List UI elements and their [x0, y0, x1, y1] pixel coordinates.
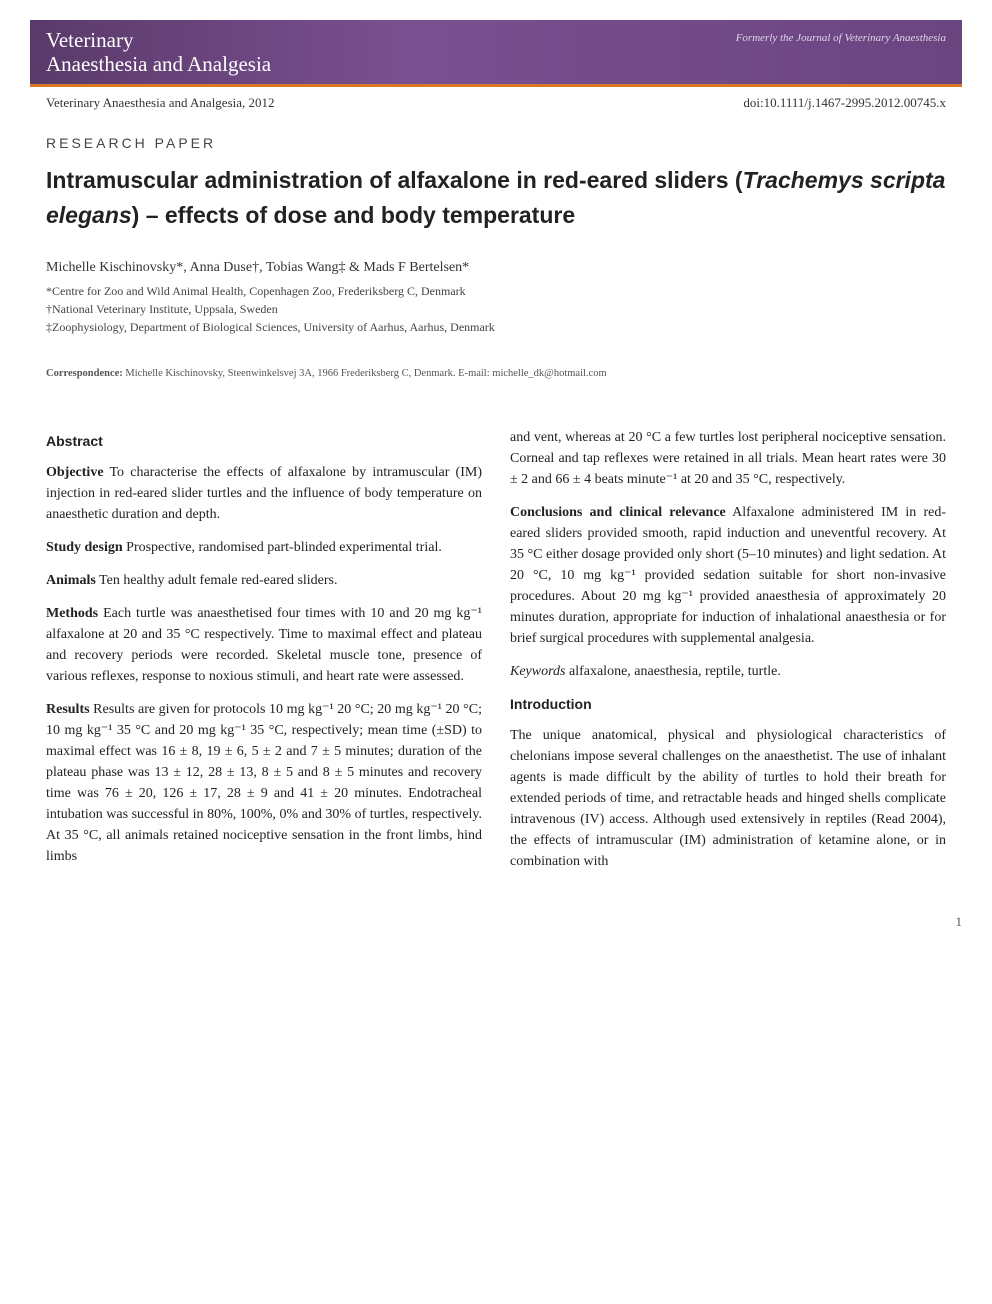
- abstract-conclusions: Conclusions and clinical relevance Alfax…: [510, 502, 946, 649]
- article-title: Intramuscular administration of alfaxalo…: [30, 163, 962, 232]
- methods-text: Each turtle was anaesthetised four times…: [46, 606, 482, 684]
- objective-lead: Objective: [46, 465, 104, 480]
- animals-lead: Animals: [46, 573, 96, 588]
- citation-line: Veterinary Anaesthesia and Analgesia, 20…: [30, 87, 962, 135]
- abstract-animals: Animals Ten healthy adult female red-ear…: [46, 570, 482, 591]
- abstract-objective: Objective To characterise the effects of…: [46, 462, 482, 525]
- keywords-line: Keywords alfaxalone, anaesthesia, reptil…: [510, 661, 946, 682]
- affiliations: *Centre for Zoo and Wild Animal Health, …: [30, 282, 962, 336]
- animals-text: Ten healthy adult female red-eared slide…: [96, 573, 338, 588]
- design-lead: Study design: [46, 540, 123, 555]
- article-body: Abstract Objective To characterise the e…: [30, 427, 962, 882]
- introduction-heading: Introduction: [510, 694, 946, 715]
- journal-name: Veterinary Anaesthesia and Analgesia: [46, 28, 271, 76]
- author-list: Michelle Kischinovsky*, Anna Duse†, Tobi…: [30, 260, 962, 276]
- abstract-results-continued: and vent, whereas at 20 °C a few turtles…: [510, 427, 946, 490]
- keywords-label: Keywords: [510, 664, 565, 679]
- research-type-label: RESEARCH PAPER: [30, 135, 962, 151]
- conclusions-lead: Conclusions and clinical relevance: [510, 505, 726, 520]
- results-text: Results are given for protocols 10 mg kg…: [46, 702, 482, 864]
- article-page: Veterinary Anaesthesia and Analgesia For…: [0, 0, 992, 902]
- former-journal-name: Formerly the Journal of Veterinary Anaes…: [736, 28, 946, 44]
- journal-name-line1: Veterinary: [46, 28, 133, 52]
- affiliation-3: ‡Zoophysiology, Department of Biological…: [46, 318, 946, 336]
- title-pre: Intramuscular administration of alfaxalo…: [46, 167, 743, 193]
- objective-text: To characterise the effects of alfaxalon…: [46, 465, 482, 522]
- abstract-design: Study design Prospective, randomised par…: [46, 537, 482, 558]
- affiliation-1: *Centre for Zoo and Wild Animal Health, …: [46, 282, 946, 300]
- correspondence-line: Correspondence: Michelle Kischinovsky, S…: [30, 368, 962, 379]
- citation-doi: doi:10.1111/j.1467-2995.2012.00745.x: [743, 95, 946, 111]
- citation-journal: Veterinary Anaesthesia and Analgesia, 20…: [46, 95, 275, 111]
- correspondence-label: Correspondence:: [46, 368, 123, 379]
- abstract-methods: Methods Each turtle was anaesthetised fo…: [46, 603, 482, 687]
- introduction-p1: The unique anatomical, physical and phys…: [510, 725, 946, 872]
- keywords-text: alfaxalone, anaesthesia, reptile, turtle…: [565, 664, 780, 679]
- results-lead: Results: [46, 702, 90, 717]
- abstract-results: Results Results are given for protocols …: [46, 699, 482, 867]
- correspondence-text: Michelle Kischinovsky, Steenwinkelsvej 3…: [123, 368, 607, 379]
- title-post: ) – effects of dose and body temperature: [132, 202, 575, 228]
- journal-name-line2: Anaesthesia and Analgesia: [46, 52, 271, 76]
- affiliation-2: †National Veterinary Institute, Uppsala,…: [46, 300, 946, 318]
- conclusions-text: Alfaxalone administered IM in red-eared …: [510, 505, 946, 646]
- design-text: Prospective, randomised part-blinded exp…: [123, 540, 442, 555]
- methods-lead: Methods: [46, 606, 98, 621]
- page-number: 1: [0, 902, 992, 930]
- journal-banner: Veterinary Anaesthesia and Analgesia For…: [30, 20, 962, 87]
- abstract-heading: Abstract: [46, 431, 482, 452]
